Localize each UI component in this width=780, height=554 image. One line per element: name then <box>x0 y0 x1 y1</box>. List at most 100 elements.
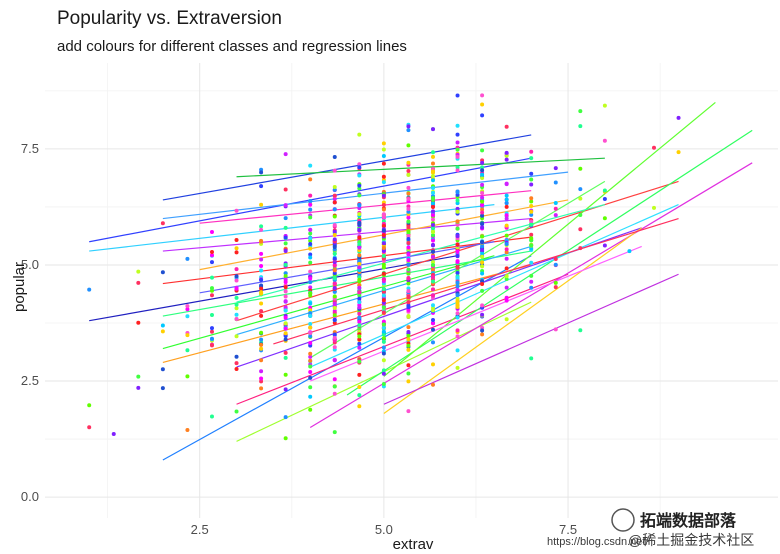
data-point <box>480 239 485 244</box>
data-point <box>357 345 362 350</box>
data-point <box>578 328 583 333</box>
data-point <box>406 330 411 335</box>
data-point <box>381 147 386 152</box>
data-point <box>529 273 534 278</box>
data-point <box>406 241 411 246</box>
data-point <box>430 217 435 222</box>
data-point <box>209 414 214 419</box>
data-point <box>602 103 607 108</box>
data-point <box>529 196 534 201</box>
data-point <box>406 209 411 214</box>
data-point <box>430 209 435 214</box>
data-point <box>308 255 313 260</box>
data-point <box>381 287 386 292</box>
data-point <box>160 329 165 334</box>
data-point <box>406 325 411 330</box>
data-point <box>234 312 239 317</box>
data-point <box>455 219 460 224</box>
data-point <box>553 201 558 206</box>
data-point <box>504 266 509 271</box>
data-point <box>234 316 239 321</box>
data-point <box>234 334 239 339</box>
data-point <box>430 195 435 200</box>
data-point <box>332 317 337 322</box>
data-point <box>357 293 362 298</box>
data-point <box>381 305 386 310</box>
data-point <box>283 285 288 290</box>
data-point <box>160 323 165 328</box>
data-point <box>185 304 190 309</box>
data-point <box>332 275 337 280</box>
data-point <box>430 275 435 280</box>
data-point <box>283 372 288 377</box>
data-point <box>430 150 435 155</box>
data-point <box>406 343 411 348</box>
regression-line <box>199 241 495 294</box>
data-point <box>234 250 239 255</box>
data-point <box>283 271 288 276</box>
data-point <box>209 229 214 234</box>
data-point <box>529 171 534 176</box>
data-point <box>357 227 362 232</box>
data-point <box>332 377 337 382</box>
data-point <box>259 376 264 381</box>
data-point <box>185 333 190 338</box>
data-point <box>259 346 264 351</box>
data-point <box>480 260 485 265</box>
data-point <box>455 275 460 280</box>
data-point <box>430 340 435 345</box>
data-point <box>209 293 214 298</box>
data-point <box>455 165 460 170</box>
data-point <box>283 350 288 355</box>
data-point <box>455 198 460 203</box>
data-point <box>455 249 460 254</box>
data-point <box>504 213 509 218</box>
x-axis-ticks: 2.5 5.0 7.5 <box>191 522 577 537</box>
data-point <box>357 296 362 301</box>
data-point <box>283 436 288 441</box>
data-point <box>381 153 386 158</box>
data-point <box>529 219 534 224</box>
data-point <box>357 384 362 389</box>
data-point <box>529 232 534 237</box>
data-point <box>455 242 460 247</box>
data-point <box>480 251 485 256</box>
data-point <box>332 256 337 261</box>
data-point <box>259 264 264 269</box>
data-point <box>283 299 288 304</box>
data-point <box>357 265 362 270</box>
data-point <box>308 301 313 306</box>
data-point <box>455 226 460 231</box>
data-point <box>504 124 509 129</box>
data-point <box>430 293 435 298</box>
data-point <box>381 298 386 303</box>
x-tick-label: 2.5 <box>191 522 209 537</box>
data-point <box>234 354 239 359</box>
data-point <box>504 216 509 221</box>
data-point <box>504 250 509 255</box>
data-point <box>504 247 509 252</box>
data-point <box>357 162 362 167</box>
data-point <box>308 321 313 326</box>
data-point <box>357 259 362 264</box>
data-point <box>504 277 509 282</box>
data-point <box>209 312 214 317</box>
regression-line <box>273 217 679 345</box>
data-point <box>357 183 362 188</box>
data-point <box>529 199 534 204</box>
data-point <box>602 243 607 248</box>
data-point <box>504 317 509 322</box>
data-point <box>332 263 337 268</box>
data-point <box>283 305 288 310</box>
data-point <box>234 409 239 414</box>
data-point <box>455 348 460 353</box>
data-point <box>480 225 485 230</box>
data-point <box>406 295 411 300</box>
data-point <box>430 204 435 209</box>
data-point <box>455 234 460 239</box>
data-point <box>381 253 386 258</box>
watermark-main: 拓端数据部落 <box>640 511 737 530</box>
data-point <box>553 256 558 261</box>
regression-line <box>236 273 569 405</box>
data-point <box>381 214 386 219</box>
